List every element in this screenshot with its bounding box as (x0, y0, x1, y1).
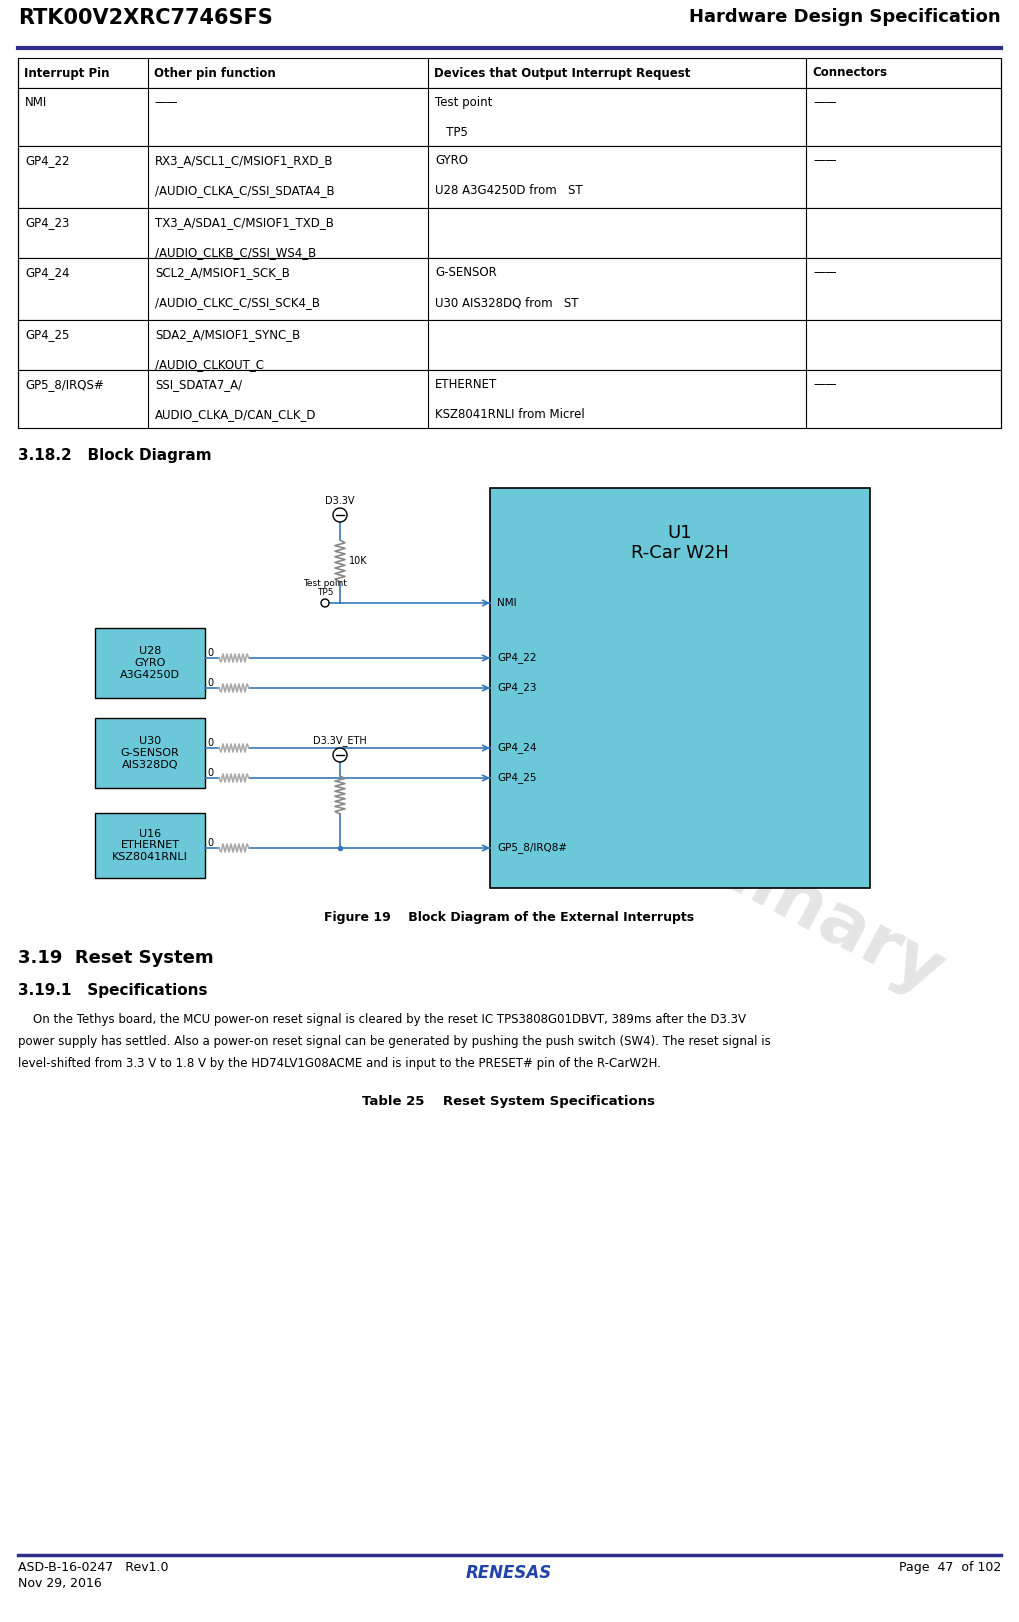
Text: ——: —— (813, 154, 837, 167)
Text: SDA2_A/MSIOF1_SYNC_B

/AUDIO_CLKOUT_C: SDA2_A/MSIOF1_SYNC_B /AUDIO_CLKOUT_C (155, 328, 300, 371)
Bar (18, 58, 1001, 88)
Text: 0: 0 (207, 649, 213, 659)
Text: TP5: TP5 (317, 589, 333, 597)
Text: Hardware Design Specification: Hardware Design Specification (690, 8, 1001, 26)
Bar (18, 258, 1001, 320)
Text: U30
G-SENSOR
AIS328DQ: U30 G-SENSOR AIS328DQ (120, 736, 179, 769)
Text: Table 25    Reset System Specifications: Table 25 Reset System Specifications (363, 1095, 655, 1108)
Text: U16
ETHERNET
KSZ8041RNLI: U16 ETHERNET KSZ8041RNLI (112, 829, 187, 863)
Text: ——: —— (813, 96, 837, 109)
Text: level-shifted from 3.3 V to 1.8 V by the HD74LV1G08ACME and is input to the PRES: level-shifted from 3.3 V to 1.8 V by the… (18, 1058, 661, 1071)
Text: GP4_22: GP4_22 (25, 154, 69, 167)
Text: ——: —— (813, 266, 837, 279)
Text: GYRO

U28 A3G4250D from   ST: GYRO U28 A3G4250D from ST (435, 154, 583, 196)
Text: ——: —— (155, 96, 178, 109)
Bar (18, 370, 1001, 428)
Text: 3.19  Reset System: 3.19 Reset System (18, 949, 214, 967)
Text: 3.19.1   Specifications: 3.19.1 Specifications (18, 983, 208, 998)
Text: G-SENSOR

U30 AIS328DQ from   ST: G-SENSOR U30 AIS328DQ from ST (435, 266, 579, 310)
Text: 0: 0 (207, 767, 213, 779)
Bar (490, 488, 870, 887)
Text: Figure 19    Block Diagram of the External Interrupts: Figure 19 Block Diagram of the External … (324, 912, 694, 925)
Text: Devices that Output Interrupt Request: Devices that Output Interrupt Request (434, 67, 690, 79)
Text: GP4_23: GP4_23 (497, 683, 536, 694)
Text: 0: 0 (207, 839, 213, 848)
Text: SCL2_A/MSIOF1_SCK_B

/AUDIO_CLKC_C/SSI_SCK4_B: SCL2_A/MSIOF1_SCK_B /AUDIO_CLKC_C/SSI_SC… (155, 266, 320, 310)
Text: U1
R-Car W2H: U1 R-Car W2H (631, 524, 729, 563)
Text: 0: 0 (207, 678, 213, 688)
Text: Connectors: Connectors (812, 67, 888, 79)
Text: D3.3V: D3.3V (325, 496, 355, 506)
Text: power supply has settled. Also a power-on reset signal can be generated by pushi: power supply has settled. Also a power-o… (18, 1035, 770, 1048)
Text: Test point

   TP5: Test point TP5 (435, 96, 492, 139)
Text: ETHERNET

KSZ8041RNLI from Micrel: ETHERNET KSZ8041RNLI from Micrel (435, 378, 585, 422)
Text: RENESAS: RENESAS (466, 1564, 552, 1581)
Text: ASD-B-16-0247   Rev1.0: ASD-B-16-0247 Rev1.0 (18, 1560, 168, 1573)
Text: 3.18.2   Block Diagram: 3.18.2 Block Diagram (18, 448, 212, 462)
Bar (18, 88, 1001, 146)
Text: TX3_A/SDA1_C/MSIOF1_TXD_B

/AUDIO_CLKB_C/SSI_WS4_B: TX3_A/SDA1_C/MSIOF1_TXD_B /AUDIO_CLKB_C/… (155, 216, 333, 260)
Text: GP4_25: GP4_25 (497, 772, 536, 783)
Text: Other pin function: Other pin function (154, 67, 275, 79)
Text: Preliminary: Preliminary (506, 730, 954, 1011)
Text: NMI: NMI (497, 599, 517, 608)
Bar (95, 719, 205, 788)
Text: GP5_8/IRQS#: GP5_8/IRQS# (25, 378, 104, 391)
Text: GP4_24: GP4_24 (25, 266, 69, 279)
Text: RTK00V2XRC7746SFS: RTK00V2XRC7746SFS (18, 8, 273, 28)
Circle shape (333, 508, 347, 522)
Circle shape (321, 599, 329, 607)
Bar (18, 208, 1001, 258)
Bar (18, 320, 1001, 370)
Text: RX3_A/SCL1_C/MSIOF1_RXD_B

/AUDIO_CLKA_C/SSI_SDATA4_B: RX3_A/SCL1_C/MSIOF1_RXD_B /AUDIO_CLKA_C/… (155, 154, 334, 196)
Text: Page  47  of 102: Page 47 of 102 (899, 1560, 1001, 1573)
Text: GP5_8/IRQ8#: GP5_8/IRQ8# (497, 842, 568, 853)
Text: GP4_23: GP4_23 (25, 216, 69, 229)
Text: D3.3V_ETH: D3.3V_ETH (313, 735, 367, 746)
Text: SSI_SDATA7_A/

AUDIO_CLKA_D/CAN_CLK_D: SSI_SDATA7_A/ AUDIO_CLKA_D/CAN_CLK_D (155, 378, 316, 422)
Text: GP4_25: GP4_25 (25, 328, 69, 341)
Text: 0: 0 (207, 738, 213, 748)
Bar (95, 628, 205, 697)
Text: U28
GYRO
A3G4250D: U28 GYRO A3G4250D (120, 647, 180, 680)
Text: NMI: NMI (25, 96, 47, 109)
Text: On the Tethys board, the MCU power-on reset signal is cleared by the reset IC TP: On the Tethys board, the MCU power-on re… (18, 1014, 746, 1027)
Text: 10K: 10K (348, 556, 368, 566)
Text: Test point: Test point (303, 579, 346, 589)
Text: GP4_24: GP4_24 (497, 743, 536, 754)
Bar (95, 813, 205, 878)
Bar (18, 146, 1001, 208)
Text: ——: —— (813, 378, 837, 391)
Text: GP4_22: GP4_22 (497, 652, 536, 663)
Circle shape (333, 748, 347, 762)
Text: Nov 29, 2016: Nov 29, 2016 (18, 1577, 102, 1590)
Text: Interrupt Pin: Interrupt Pin (24, 67, 109, 79)
